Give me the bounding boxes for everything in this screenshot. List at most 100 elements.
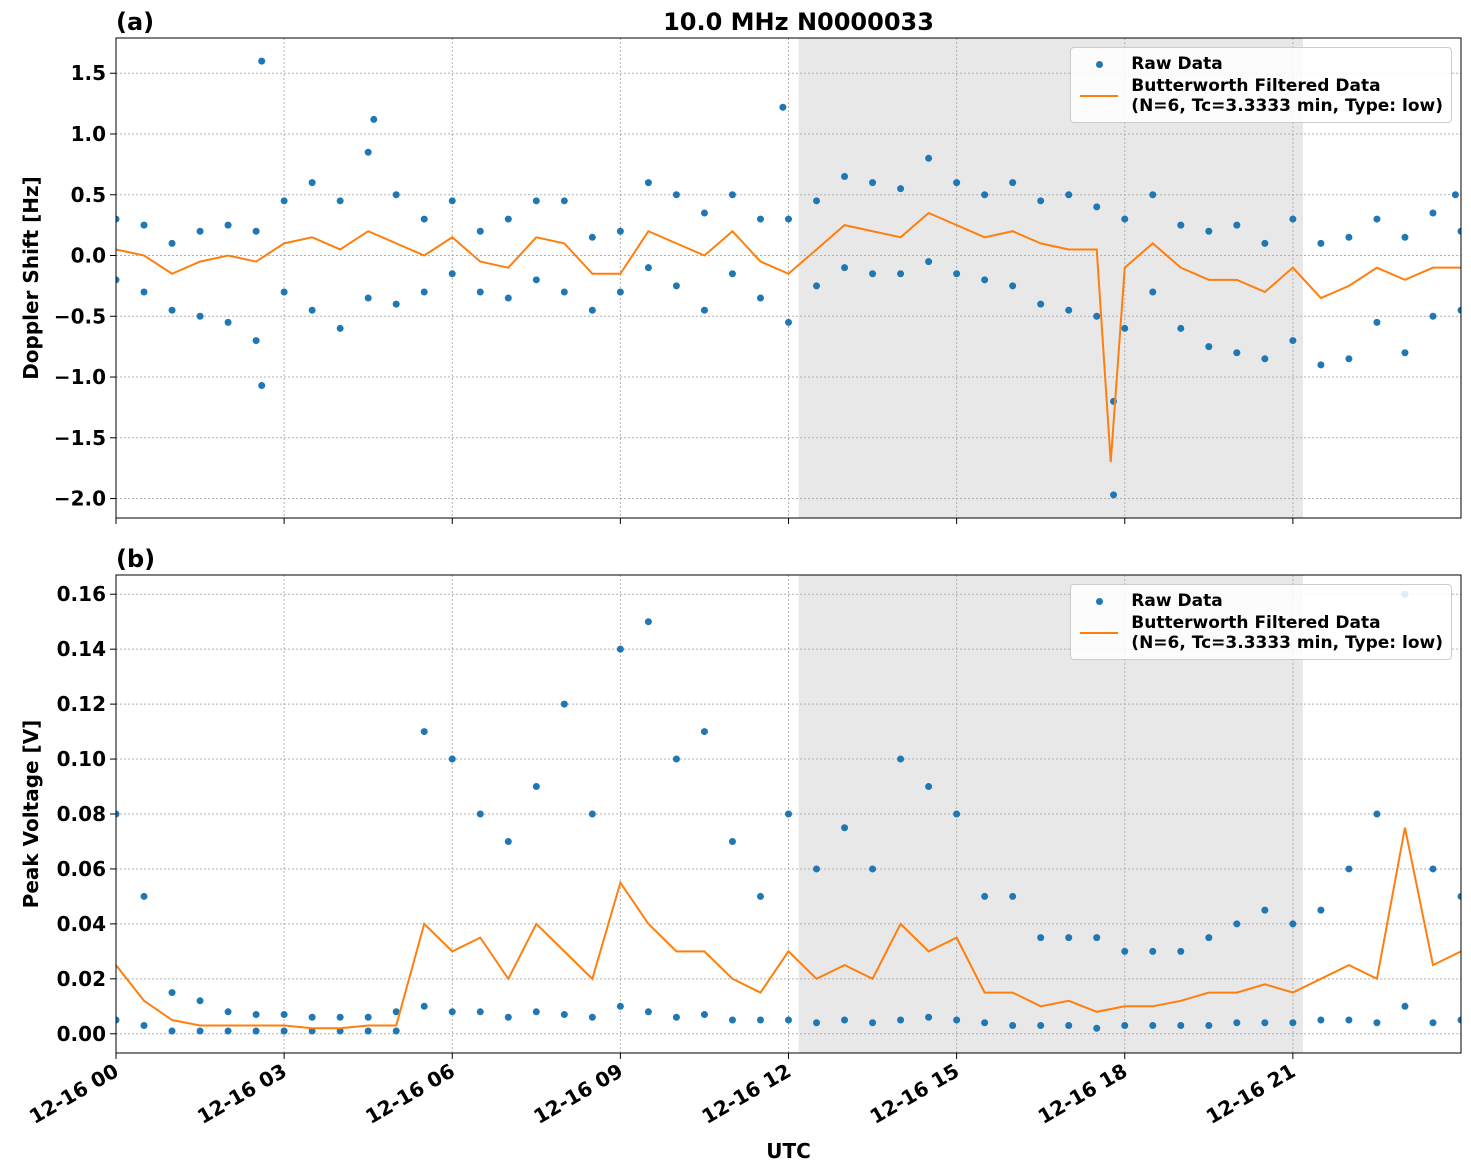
raw-point [364,1027,372,1035]
raw-point [308,1013,316,1021]
raw-point [813,197,821,205]
raw-point [224,221,232,229]
raw-point [560,1011,568,1019]
raw-point [364,148,372,156]
plot-area [116,57,1461,499]
raw-point [280,197,288,205]
y-axis-label: Doppler Shift [Hz] [19,176,43,380]
legend-label: Raw Data [1131,591,1223,611]
raw-point [897,1016,905,1024]
raw-point [1261,906,1269,914]
raw-point [1261,239,1269,247]
raw-point [588,810,596,818]
raw-point [813,1019,821,1027]
y-tick-label: −1.0 [54,365,106,389]
raw-point [448,270,456,278]
raw-point [280,1027,288,1035]
raw-point [532,1008,540,1016]
raw-point [728,1016,736,1024]
raw-point [1401,233,1409,241]
raw-point [392,300,400,308]
raw-point [981,191,989,199]
raw-point [1205,1022,1213,1030]
raw-point [588,1013,596,1021]
y-tick-label: −2.0 [54,487,106,511]
raw-point [672,191,680,199]
y-tick-label: −0.5 [54,304,106,328]
raw-point [1233,221,1241,229]
raw-point [504,1013,512,1021]
raw-point [116,810,120,818]
raw-point [370,115,378,123]
y-tick-label: 0.16 [57,582,106,606]
raw-point [280,288,288,296]
raw-point [1317,239,1325,247]
raw-point [392,1027,400,1035]
legend-label: Butterworth Filtered Data (N=6, Tc=3.333… [1131,613,1443,653]
raw-point [1177,324,1185,332]
raw-point [1429,209,1437,217]
raw-point [1451,191,1459,199]
raw-point [925,1013,933,1021]
y-tick-label: 0.06 [57,857,106,881]
raw-point [1317,361,1325,369]
raw-point [1149,1022,1157,1030]
raw-point [252,1027,260,1035]
raw-point [1093,1024,1101,1032]
raw-point [504,294,512,302]
legend-label: Raw Data [1131,54,1223,74]
raw-point [1009,892,1017,900]
legend-entry: Raw Data [1079,591,1443,611]
raw-point [756,294,764,302]
x-tick-label: 12-16 00 [25,1059,123,1129]
x-tick-label: 12-16 18 [1034,1059,1132,1129]
raw-point [532,197,540,205]
y-tick-label: 0.0 [71,244,106,268]
raw-point [448,197,456,205]
filtered-line [116,827,1461,1030]
raw-point [1289,337,1297,345]
raw-point [1093,203,1101,211]
raw-point [700,209,708,217]
raw-point [140,1022,148,1030]
legend: Raw Data Butterworth Filtered Data (N=6, … [1070,584,1452,660]
plot-area [116,590,1461,1035]
raw-point [981,276,989,284]
legend-entry: Butterworth Filtered Data (N=6, Tc=3.333… [1079,613,1443,653]
raw-point [925,258,933,266]
raw-point [616,645,624,653]
raw-point [1233,1019,1241,1027]
raw-point [1457,1016,1461,1024]
raw-point [252,1011,260,1019]
raw-point [1149,947,1157,955]
raw-point [1373,215,1381,223]
raw-point [1177,221,1185,229]
raw-point [448,1008,456,1016]
raw-point [1233,349,1241,357]
x-tick-label: 12-16 06 [361,1059,459,1129]
raw-point [224,1008,232,1016]
raw-point [1345,355,1353,363]
raw-point [1065,306,1073,314]
raw-point [644,1008,652,1016]
raw-point [476,288,484,296]
raw-point [258,57,266,65]
raw-point [616,288,624,296]
x-tick-label: 12-16 09 [529,1059,627,1129]
chart-title: 10.0 MHz N0000033 [663,8,934,36]
raw-point [532,783,540,791]
raw-point [560,700,568,708]
raw-point [700,306,708,314]
x-tick-label: 12-16 21 [1202,1059,1300,1129]
raw-point [140,892,148,900]
raw-point [476,1008,484,1016]
x-tick-label: 12-16 03 [193,1059,291,1129]
raw-point [1289,920,1297,928]
raw-point [672,755,680,763]
x-tick-label: 12-16 15 [866,1059,964,1129]
raw-point [1317,1016,1325,1024]
legend-swatch [1079,623,1119,643]
raw-point [420,1002,428,1010]
raw-point [1149,191,1157,199]
raw-point [392,191,400,199]
